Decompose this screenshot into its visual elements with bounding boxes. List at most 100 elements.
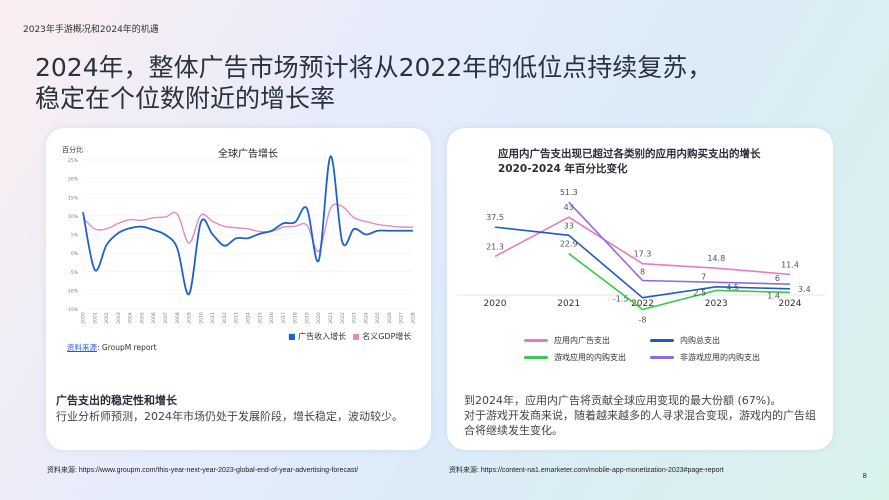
legend-item: 非游戏应用的内购支出 xyxy=(650,352,760,363)
x-tick-label: 2007 xyxy=(163,312,169,324)
data-label: 14.8 xyxy=(707,254,725,263)
y-tick-label: 10% xyxy=(68,214,79,220)
data-label: 1.4 xyxy=(767,291,780,300)
y-tick-label: 25% xyxy=(68,158,79,164)
y-axis-label: 百分比 xyxy=(62,145,83,154)
source-link[interactable]: 资料来源 xyxy=(67,343,97,352)
data-label: 2.5 xyxy=(694,288,707,297)
x-tick-label: 2010 xyxy=(198,312,204,324)
data-label: 11.4 xyxy=(781,260,799,269)
x-tick-label: 2016 xyxy=(269,312,275,324)
x-tick-label: 2026 xyxy=(387,312,393,324)
y-tick-label: 15% xyxy=(68,195,79,201)
right-body: 到2024年，应用内广告将贡献全球应用变现的最大份额 (67%)。对于游戏开发商… xyxy=(464,393,824,438)
x-tick-label: 2008 xyxy=(175,312,181,324)
title-line-2: 2020-2024 年百分比变化 xyxy=(498,163,628,175)
legend-label: 应用内广告支出 xyxy=(554,336,610,345)
title-line-1: 应用内广告支出现已超过各类别的应用内购买支出的增长 xyxy=(498,148,761,160)
x-tick-label: 2027 xyxy=(399,312,405,324)
x-tick-label: 2017 xyxy=(281,312,287,324)
x-tick-label: 2006 xyxy=(151,312,157,324)
y-tick-label: 20% xyxy=(68,177,79,183)
x-tick-label: 2009 xyxy=(187,312,193,324)
data-label: 51.3 xyxy=(560,188,578,197)
data-label: 6 xyxy=(775,274,780,283)
data-label: -1.5 xyxy=(613,295,629,304)
y-tick-label: -15% xyxy=(66,307,78,313)
y-tick-label: 5% xyxy=(71,233,79,239)
x-tick-label: 2020 xyxy=(484,299,507,309)
x-tick-label: 2015 xyxy=(257,312,263,324)
series-line xyxy=(568,201,791,285)
x-tick-label: 2020 xyxy=(316,312,322,324)
data-label: 43 xyxy=(564,203,574,212)
body-line-1: 到2024年，应用内广告将贡献全球应用变现的最大份额 (67%)。 xyxy=(464,394,782,407)
y-tick-label: 0% xyxy=(71,251,79,257)
data-label: 37.5 xyxy=(486,213,504,222)
right-chart-title: 应用内广告支出现已超过各类别的应用内购买支出的增长 2020-2024 年百分比变… xyxy=(498,147,818,177)
x-tick-label: 2024 xyxy=(779,299,802,309)
legend-item: 内购总支出 xyxy=(650,335,720,346)
data-label: 3.4 xyxy=(798,285,811,294)
left-footer-source: 资料来源: https://www.groupm.com/this-year-n… xyxy=(47,467,359,474)
series-line xyxy=(568,252,791,311)
y-tick-label: -10% xyxy=(66,288,78,294)
data-label: -8 xyxy=(639,315,647,324)
deck-subtitle: 2023年手游概况和2024年的机遇 xyxy=(23,25,159,35)
legend-item: 应用内广告支出 xyxy=(524,335,610,346)
x-tick-label: 2000 xyxy=(81,312,87,324)
legend-gdp: ■ 名义GDP增长 xyxy=(352,332,412,341)
x-tick-label: 2024 xyxy=(363,312,369,324)
x-tick-label: 2022 xyxy=(631,299,654,309)
series-line-名义GDP增长 xyxy=(82,203,414,252)
data-label: 7 xyxy=(701,272,706,281)
x-tick-label: 2012 xyxy=(222,312,228,324)
x-tick-label: 2001 xyxy=(92,312,98,324)
legend-item: 游戏应用的内购支出 xyxy=(524,352,626,363)
data-label: 33 xyxy=(564,221,574,230)
x-tick-label: 2004 xyxy=(128,312,134,324)
x-tick-label: 2019 xyxy=(304,312,310,324)
x-tick-label: 2003 xyxy=(116,312,122,324)
legend-label: 名义GDP增长 xyxy=(362,332,412,341)
x-tick-label: 2011 xyxy=(210,312,216,324)
x-tick-label: 2013 xyxy=(234,312,240,324)
x-tick-label: 2021 xyxy=(557,299,580,309)
series-line-广告收入增长 xyxy=(82,155,413,296)
legend-label: 广告收入增长 xyxy=(298,332,347,341)
x-tick-label: 2028 xyxy=(411,312,417,324)
x-tick-label: 2021 xyxy=(328,312,334,324)
series-line xyxy=(494,216,791,276)
chart-title: 全球广告增长 xyxy=(218,147,278,160)
data-label: 4.5 xyxy=(726,283,739,292)
page-title: 2024年，整体广告市场预计将从2022年的低位点持续复苏， 稳定在个位数附近的增… xyxy=(35,52,712,114)
x-tick-label: 2025 xyxy=(375,312,381,324)
left-heading: 广告支出的稳定性和增长 xyxy=(56,394,177,407)
legend-label: 游戏应用的内购支出 xyxy=(554,353,626,362)
x-tick-label: 2014 xyxy=(246,312,252,324)
legend-ad-revenue: ■ 广告收入增长 xyxy=(288,332,347,341)
y-tick-label: -5% xyxy=(69,270,78,276)
series-line xyxy=(494,226,791,299)
global-ad-growth-card xyxy=(46,128,431,450)
legend-left: ■ 广告收入增长 ■ 名义GDP增长 xyxy=(288,331,411,342)
right-footer-source: 资料来源: https://content-na1.emarketer.com/… xyxy=(449,467,724,474)
x-tick-label: 2023 xyxy=(352,312,358,324)
legend-label: 非游戏应用的内购支出 xyxy=(680,353,760,362)
data-label: 22.9 xyxy=(560,240,578,249)
x-tick-label: 2023 xyxy=(705,299,728,309)
source-text: : GroupM report xyxy=(97,343,157,352)
data-label: 17.3 xyxy=(634,250,652,259)
legend-label: 内购总支出 xyxy=(680,336,720,345)
x-tick-label: 2002 xyxy=(104,312,110,324)
body-line-2: 对于游戏开发商来说，随着越来越多的人寻求混合变现，游戏内的广告组合将继续发生变化… xyxy=(464,409,816,437)
chart-source: 资料来源: GroupM report xyxy=(67,342,157,353)
left-body: 行业分析师预测，2024年市场仍处于发展阶段，增长稳定，波动较少。 xyxy=(56,410,403,423)
title-line-1: 2024年，整体广告市场预计将从2022年的低位点持续复苏， xyxy=(35,53,713,82)
data-label: 8 xyxy=(640,268,645,277)
x-tick-label: 2018 xyxy=(293,312,299,324)
data-label: 21.3 xyxy=(486,242,504,251)
x-tick-label: 2022 xyxy=(340,312,346,324)
